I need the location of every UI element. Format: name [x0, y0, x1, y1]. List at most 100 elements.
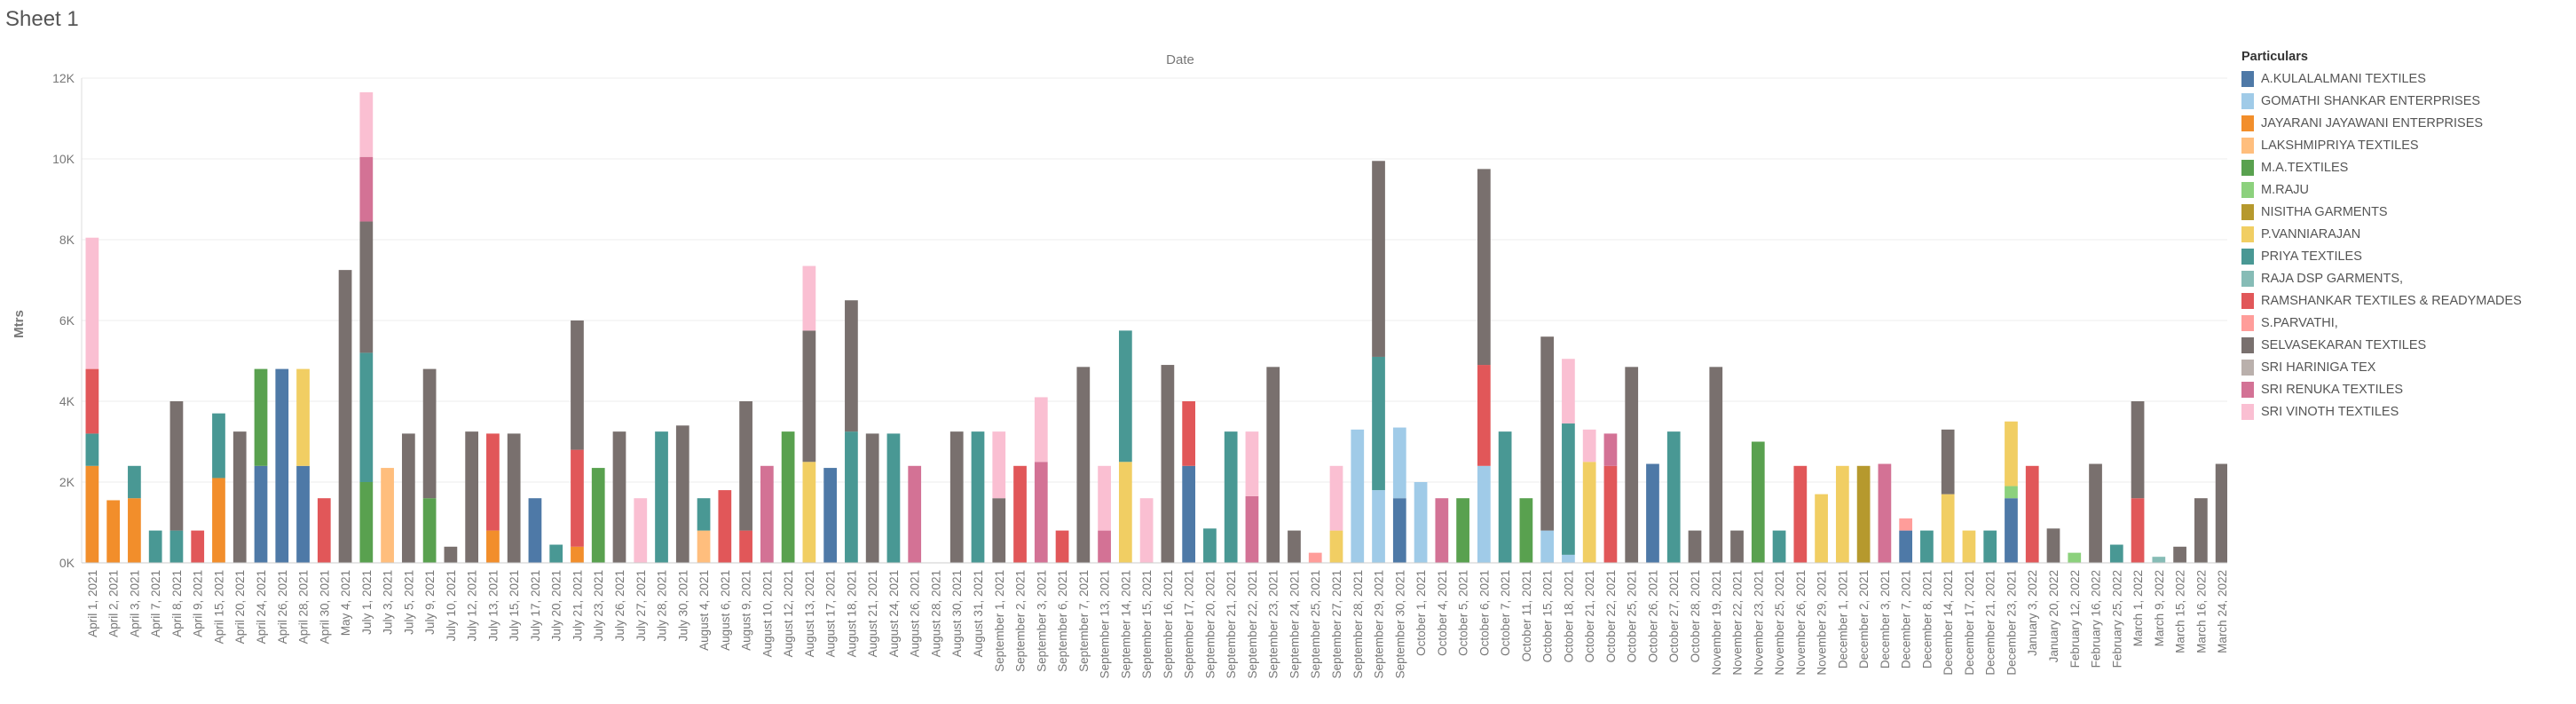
legend-swatch	[2241, 270, 2254, 287]
bar-segment	[338, 270, 352, 563]
bar-segment	[1498, 431, 1512, 563]
legend-item[interactable]: P.VANNIARAJAN	[2241, 223, 2522, 245]
x-tick-label: September 28, 2021	[1351, 570, 1365, 678]
bar-segment	[760, 465, 774, 563]
legend-item[interactable]: M.A.TEXTILES	[2241, 156, 2522, 178]
x-tick-label: August 28, 2021	[929, 570, 942, 657]
x-tick-label: July 10, 2021	[445, 570, 458, 641]
legend-swatch	[2241, 159, 2254, 176]
bar-segment	[549, 544, 563, 563]
legend-swatch	[2241, 92, 2254, 109]
x-tick-label: September 15, 2021	[1140, 570, 1154, 678]
bar-segment	[1098, 530, 1111, 563]
x-tick-label: April 28, 2021	[297, 570, 311, 644]
legend-label: SRI HARINIGA TEX	[2261, 360, 2376, 375]
legend-item[interactable]: SRI RENUKA TEXTILES	[2241, 378, 2522, 400]
legend-item[interactable]: RAJA DSP GARMENTS,	[2241, 267, 2522, 289]
bar-segment	[1603, 433, 1618, 466]
legend-item[interactable]: S.PARVATHI,	[2241, 312, 2522, 334]
x-tick-label: December 2, 2021	[1857, 570, 1871, 668]
x-tick-label: April 1, 2021	[86, 570, 99, 637]
bar-segment	[718, 490, 732, 563]
x-tick-label: October 6, 2021	[1477, 570, 1491, 656]
x-tick-label: August 30, 2021	[950, 570, 964, 657]
bar-segment	[571, 449, 584, 547]
bar-segment	[1392, 498, 1406, 563]
y-tick-label: 12K	[52, 71, 75, 85]
bar-segment	[571, 320, 584, 450]
bar-segment	[802, 462, 816, 563]
legend-item[interactable]: GOMATHI SHANKAR ENTERPRISES	[2241, 90, 2522, 112]
bar-segment	[85, 368, 99, 434]
bar-segment	[254, 465, 268, 563]
x-tick-label: April 7, 2021	[149, 570, 162, 637]
x-axis: April 1, 2021 April 2, 2021 April 3, 2021 A…	[82, 562, 2227, 678]
bar-segment	[1856, 465, 1871, 563]
x-tick-label: July 20, 2021	[550, 570, 563, 641]
bar-segment	[465, 431, 479, 563]
bar-segment	[85, 433, 99, 466]
x-tick-label: February 25, 2022	[2110, 570, 2123, 668]
bar-segment	[2131, 498, 2145, 563]
legend-item[interactable]: A.KULALALMANI TEXTILES	[2241, 67, 2522, 90]
x-tick-label: September 16, 2021	[1162, 570, 1175, 678]
x-tick-label: July 21, 2021	[571, 570, 584, 641]
x-tick-label: July 30, 2021	[676, 570, 689, 641]
x-tick-label: December 8, 2021	[1920, 570, 1934, 668]
bar-segment	[1118, 330, 1132, 463]
legend-item[interactable]: M.RAJU	[2241, 178, 2522, 201]
x-tick-label: December 1, 2021	[1836, 570, 1849, 668]
bars	[85, 91, 2227, 563]
x-tick-label: July 23, 2021	[592, 570, 605, 641]
legend-item[interactable]: PRIYA TEXTILES	[2241, 245, 2522, 267]
bar-segment	[1793, 465, 1808, 563]
x-tick-label: October 15, 2021	[1541, 570, 1555, 662]
x-tick-label: August 10, 2021	[760, 570, 774, 657]
bar-segment	[886, 433, 901, 563]
legend-item[interactable]: LAKSHMIPRIYA TEXTILES	[2241, 134, 2522, 156]
legend-swatch	[2241, 248, 2254, 265]
legend-item[interactable]: SELVASEKARAN TEXTILES	[2241, 334, 2522, 356]
bar-segment	[865, 433, 879, 563]
legend-label: M.RAJU	[2261, 182, 2309, 197]
y-tick-label: 6K	[59, 313, 75, 328]
x-tick-label: March 15, 2022	[2174, 570, 2187, 653]
bar-segment	[1245, 495, 1259, 563]
bar-segment	[507, 433, 521, 563]
legend-label: SRI RENUKA TEXTILES	[2261, 382, 2404, 397]
legend-label: RAJA DSP GARMENTS,	[2261, 271, 2404, 286]
x-tick-label: February 16, 2022	[2090, 570, 2103, 668]
legend-item[interactable]: JAYARANI JAYAWANI ENTERPRISES	[2241, 112, 2522, 134]
y-tick-label: 2K	[59, 475, 75, 489]
x-tick-label: August 21, 2021	[866, 570, 879, 657]
legend-item[interactable]: SRI HARINIGA TEX	[2241, 356, 2522, 378]
legend-label: GOMATHI SHANKAR ENTERPRISES	[2261, 93, 2481, 108]
x-tick-label: December 23, 2021	[2005, 570, 2018, 676]
x-tick-label: December 7, 2021	[1900, 570, 1913, 668]
bar-segment	[317, 498, 331, 563]
legend-label: P.VANNIARAJAN	[2261, 226, 2361, 241]
bar-segment	[971, 431, 985, 563]
legend-item[interactable]: NISITHA GARMENTS	[2241, 201, 2522, 223]
bar-segment	[1098, 465, 1111, 531]
bar-segment	[823, 468, 838, 563]
bar-segment	[359, 91, 374, 157]
x-tick-label: September 17, 2021	[1183, 570, 1196, 678]
x-tick-label: April 24, 2021	[255, 570, 268, 644]
bar-segment	[675, 425, 689, 563]
legend-item[interactable]: SRI VINOTH TEXTILES	[2241, 400, 2522, 423]
y-axis: 0K 2K 4K 6K 8K 10K 12K	[52, 71, 83, 570]
x-tick-label: September 30, 2021	[1393, 570, 1406, 678]
y-tick-label: 8K	[59, 233, 75, 247]
bar-segment	[1245, 431, 1259, 496]
legend-item[interactable]: RAMSHANKAR TEXTILES & READYMADES	[2241, 289, 2522, 312]
x-tick-label: April 9, 2021	[192, 570, 205, 637]
bar-segment	[1477, 365, 1491, 466]
x-tick-label: October 7, 2021	[1499, 570, 1512, 656]
bar-segment	[275, 368, 289, 563]
x-tick-label: July 9, 2021	[423, 570, 437, 635]
bar-segment	[212, 413, 225, 479]
legend-swatch	[2241, 314, 2254, 331]
bar-segment	[949, 431, 964, 563]
bar-segment	[128, 465, 141, 499]
